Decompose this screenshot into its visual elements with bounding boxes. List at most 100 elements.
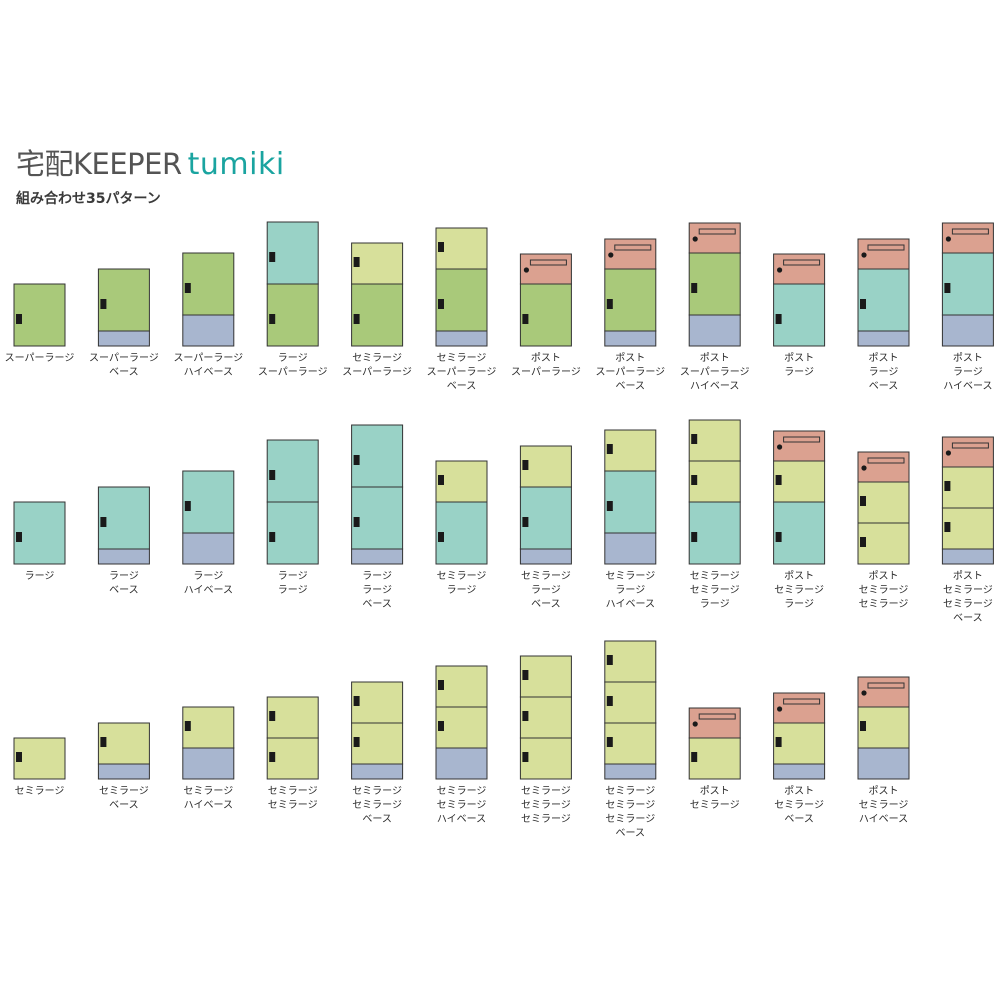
combination-pattern: ラージベース bbox=[97, 486, 150, 596]
pattern-label-line: ハイベース bbox=[184, 799, 233, 811]
pattern-label: ラージハイベース bbox=[184, 570, 233, 596]
combination-pattern: セミラージハイベース bbox=[182, 706, 235, 811]
pattern-label-line: ベース bbox=[616, 827, 646, 839]
pattern-label-line: セミラージ bbox=[437, 570, 487, 582]
pattern-label-line: ラージ bbox=[531, 584, 561, 596]
high-base bbox=[182, 747, 235, 780]
handle-icon bbox=[353, 257, 360, 267]
lock-icon bbox=[861, 252, 867, 258]
pattern-label-line: セミラージ bbox=[859, 584, 909, 596]
module-semi-large bbox=[435, 460, 488, 503]
module-semi-large bbox=[688, 419, 741, 462]
module-semi-large bbox=[604, 640, 657, 683]
module-semi-large bbox=[519, 445, 572, 488]
mail-slot-icon bbox=[783, 436, 821, 443]
pattern-label-line: スーパーラージ bbox=[173, 352, 243, 364]
brand-name: 宅配KEEPER bbox=[16, 147, 182, 181]
pattern-label-line: ラージ bbox=[278, 352, 308, 364]
pattern-label-line: ポスト bbox=[869, 352, 899, 364]
combination-pattern: ラージラージベース bbox=[351, 424, 404, 610]
pattern-label-line: セミラージ bbox=[268, 785, 318, 797]
pattern-label-line: ラージ bbox=[362, 570, 392, 582]
module-post bbox=[688, 222, 741, 254]
pattern-label-line: セミラージ bbox=[605, 799, 655, 811]
handle-icon bbox=[353, 737, 360, 747]
pattern-label: ポストセミラージセミラージ bbox=[859, 570, 909, 610]
high-base bbox=[435, 747, 488, 780]
pattern-label: スーパーラージ bbox=[5, 352, 75, 364]
pattern-label-line: ラージ bbox=[953, 366, 983, 378]
mail-slot-icon bbox=[783, 698, 821, 705]
handle-icon bbox=[522, 460, 529, 470]
handle-icon bbox=[606, 444, 613, 454]
pattern-label-line: セミラージ bbox=[352, 352, 402, 364]
combination-pattern: ポストセミラージセミラージベース bbox=[941, 436, 994, 624]
pattern-label-line: セミラージ bbox=[437, 785, 487, 797]
pattern-label-line: セミラージ bbox=[859, 799, 909, 811]
handle-icon bbox=[606, 696, 613, 706]
combination-pattern: セミラージラージハイベース bbox=[604, 429, 657, 610]
module-semi-large bbox=[773, 722, 826, 765]
base bbox=[435, 330, 488, 347]
pattern-label-line: ラージ bbox=[447, 584, 477, 596]
pattern-label-line: ベース bbox=[447, 380, 477, 392]
base bbox=[351, 548, 404, 565]
module-post bbox=[773, 253, 826, 285]
pattern-label-line: ベース bbox=[109, 799, 139, 811]
pattern-label: ラージラージ bbox=[278, 570, 308, 596]
lock-icon bbox=[861, 690, 867, 696]
lock-icon bbox=[777, 706, 783, 712]
module-post bbox=[519, 253, 572, 285]
pattern-label-line: ポスト bbox=[953, 352, 983, 364]
pattern-label-line: ラージ bbox=[784, 598, 814, 610]
pattern-label-line: セミラージ bbox=[859, 598, 909, 610]
handle-icon bbox=[269, 314, 276, 324]
module-semi-large bbox=[519, 737, 572, 780]
high-base bbox=[941, 314, 994, 347]
pattern-label: セミラージスーパーラージベース bbox=[427, 352, 497, 392]
handle-icon bbox=[438, 242, 444, 252]
pattern-label: セミラージベース bbox=[99, 785, 149, 811]
pattern-label-line: ラージ bbox=[193, 570, 223, 582]
pattern-label-line: ラージ bbox=[25, 570, 55, 582]
combination-pattern: ラージ bbox=[13, 501, 66, 582]
lock-icon bbox=[692, 236, 698, 242]
handle-icon bbox=[269, 470, 276, 480]
combination-pattern: ポストスーパーラージベース bbox=[595, 238, 665, 392]
handle-icon bbox=[269, 252, 276, 262]
pattern-label-line: ベース bbox=[869, 380, 899, 392]
module-large bbox=[941, 252, 994, 316]
pattern-label: ポストセミラージラージ bbox=[774, 570, 824, 610]
module-semi-large bbox=[435, 665, 488, 708]
handle-icon bbox=[269, 711, 276, 721]
handle-icon bbox=[775, 475, 782, 485]
pattern-label-line: セミラージ bbox=[521, 813, 571, 825]
handle-icon bbox=[269, 752, 276, 762]
handle-icon bbox=[522, 314, 529, 324]
module-large bbox=[519, 486, 572, 550]
pattern-label: ポストセミラージベース bbox=[774, 785, 824, 825]
mail-slot-icon bbox=[867, 457, 905, 464]
pattern-label: ポストラージ bbox=[784, 352, 814, 378]
pattern-label-line: セミラージ bbox=[943, 584, 993, 596]
pattern-label-line: ベース bbox=[362, 598, 392, 610]
pattern-label: セミラージハイベース bbox=[183, 785, 233, 811]
module-large bbox=[435, 501, 488, 565]
combination-pattern: セミラージラージベース bbox=[519, 445, 572, 610]
pattern-label-line: ハイベース bbox=[184, 366, 233, 378]
pattern-label-line: セミラージ bbox=[690, 570, 740, 582]
combination-pattern: ラージラージ bbox=[266, 439, 319, 596]
combination-pattern: セミラージセミラージセミラージ bbox=[519, 655, 572, 825]
page-subtitle: 組み合わせ35パターン bbox=[16, 191, 161, 207]
pattern-label: ポストラージハイベース bbox=[943, 352, 992, 392]
pattern-label-line: ベース bbox=[784, 813, 814, 825]
pattern-label: ポストスーパーラージベース bbox=[595, 352, 665, 392]
combination-pattern: ポストラージハイベース bbox=[941, 222, 994, 392]
pattern-label: セミラージセミラージラージ bbox=[690, 570, 740, 610]
pattern-label-line: セミラージ bbox=[521, 799, 571, 811]
pattern-label-line: スーパーラージ bbox=[427, 366, 497, 378]
pattern-label-line: セミラージ bbox=[437, 352, 487, 364]
handle-icon bbox=[606, 737, 613, 747]
combination-pattern: ポストセミラージハイベース bbox=[857, 676, 910, 825]
pattern-label-line: ポスト bbox=[784, 785, 814, 797]
